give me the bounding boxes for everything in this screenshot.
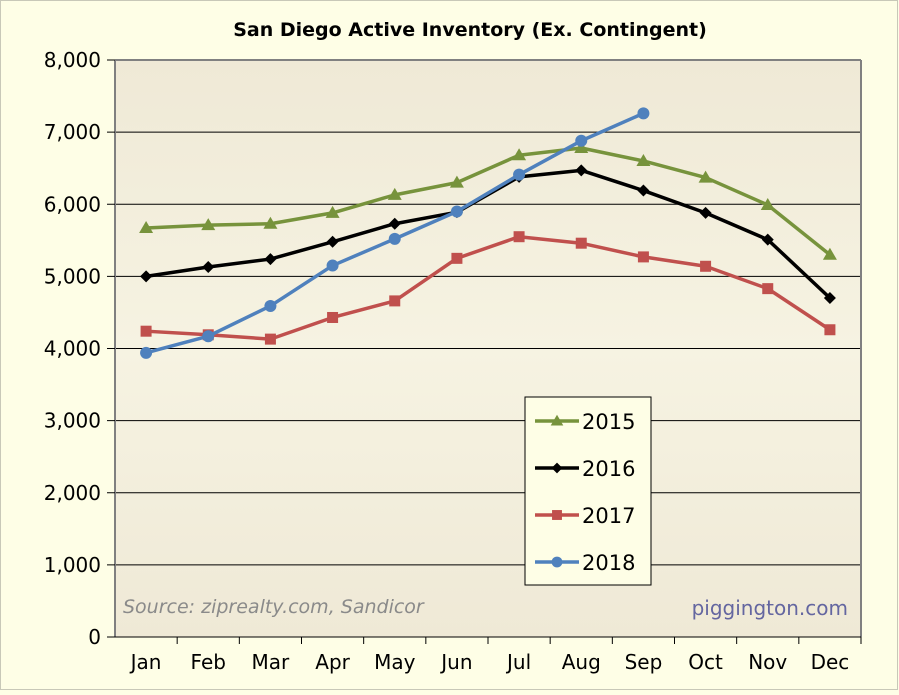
legend-item-2018: 2018 [535, 551, 635, 575]
y-tick-label: 0 [88, 625, 101, 649]
data-point [451, 252, 463, 264]
legend-label: 2015 [582, 410, 635, 434]
data-point [637, 251, 649, 263]
data-point [140, 346, 153, 359]
data-point [575, 237, 587, 249]
chart-title: San Diego Active Inventory (Ex. Continge… [233, 19, 707, 41]
data-point [264, 333, 276, 345]
data-point [263, 216, 278, 229]
data-point [636, 153, 651, 166]
data-point [762, 283, 774, 295]
data-point [574, 140, 589, 153]
x-tick-label: Apr [315, 650, 350, 674]
y-tick-label: 6,000 [44, 192, 101, 216]
data-point [822, 247, 837, 260]
y-tick-label: 3,000 [44, 409, 101, 433]
legend: 2015 2016 2017 2018 [524, 396, 652, 586]
data-point [387, 187, 402, 200]
x-tick-label: May [374, 650, 416, 674]
legend-item-2017: 2017 [535, 504, 635, 528]
data-point [552, 510, 562, 520]
data-point [202, 260, 215, 273]
series-line [145, 234, 831, 341]
data-point [637, 184, 650, 197]
data-point [202, 330, 215, 343]
data-point [513, 231, 525, 243]
data-point [201, 218, 216, 231]
legend-label: 2017 [582, 504, 635, 528]
data-point [326, 235, 339, 248]
x-tick-label: Jun [439, 650, 472, 674]
x-tick-label: Sep [625, 650, 663, 674]
series-line [146, 146, 832, 257]
data-point [761, 233, 774, 246]
data-point [760, 197, 775, 210]
data-point [700, 260, 712, 272]
data-point [264, 299, 277, 312]
y-tick-label: 7,000 [44, 120, 101, 144]
x-tick-label: Mar [252, 650, 291, 674]
x-tick-label: Jan [129, 650, 162, 674]
data-point [450, 205, 463, 218]
x-tick-label: Dec [811, 650, 850, 674]
y-tick-label: 1,000 [44, 553, 101, 577]
legend-label: 2018 [582, 551, 635, 575]
data-point [326, 259, 339, 272]
data-point [140, 270, 153, 283]
series-2018 [140, 107, 650, 359]
data-point [550, 414, 564, 426]
data-point [824, 324, 836, 336]
data-point [327, 311, 339, 323]
series-2017 [140, 231, 836, 345]
data-point [140, 325, 152, 337]
series-2015 [139, 140, 837, 260]
source-note: Source: ziprealty.com, Sandicor [123, 596, 425, 618]
y-tick-label: 2,000 [44, 481, 101, 505]
x-tick-label: Nov [748, 650, 787, 674]
data-point [264, 253, 277, 266]
watermark: piggington.com [692, 596, 848, 620]
data-point [449, 175, 464, 188]
x-tick-label: Feb [191, 650, 226, 674]
data-point [388, 232, 401, 245]
data-point [551, 556, 563, 568]
data-point [575, 134, 588, 147]
data-point [637, 107, 650, 120]
data-point [575, 164, 588, 177]
data-point [698, 170, 713, 183]
data-point [325, 205, 340, 218]
data-point [699, 206, 712, 219]
data-point [139, 221, 154, 234]
data-point [513, 168, 526, 181]
legend-item-2016: 2016 [535, 457, 635, 481]
legend-item-2015: 2015 [535, 410, 635, 434]
data-point [823, 292, 836, 305]
legend-label: 2016 [582, 457, 635, 481]
y-tick-label: 8,000 [44, 48, 101, 72]
data-point [388, 217, 401, 230]
data-point [551, 462, 563, 474]
data-point [512, 148, 527, 161]
x-tick-label: Aug [562, 650, 601, 674]
y-tick-label: 5,000 [44, 264, 101, 288]
x-tick-label: Oct [688, 650, 723, 674]
data-point [389, 295, 401, 307]
x-tick-label: Jul [505, 650, 531, 674]
y-tick-label: 4,000 [44, 337, 101, 361]
